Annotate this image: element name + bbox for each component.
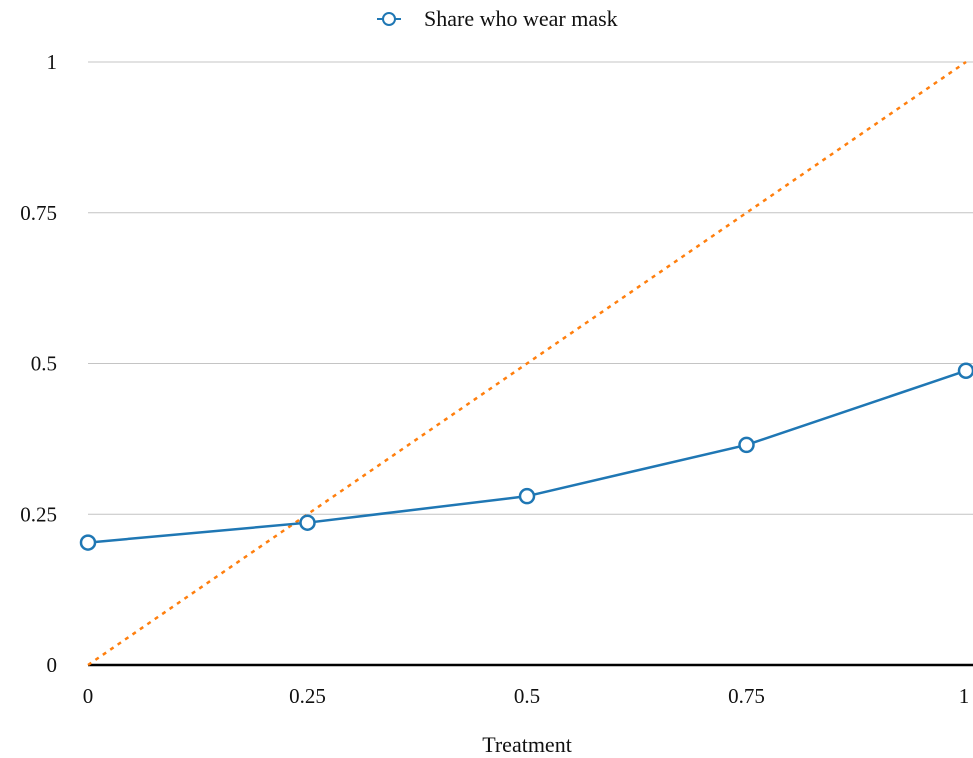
series-0-point-0 — [79, 534, 97, 551]
series-0-point-3 — [738, 436, 755, 454]
legend-marker-swatch — [382, 12, 396, 26]
gridlines — [88, 61, 973, 515]
y-tick-label-3: 0.75 — [20, 201, 57, 225]
x-tick-label-1: 0.25 — [289, 684, 326, 708]
y-tick-label-0: 0 — [47, 653, 58, 677]
x-tick-label-2: 0.5 — [514, 684, 540, 708]
y-tick-label-2: 0.5 — [31, 352, 57, 376]
series-0-point-2 — [518, 487, 536, 505]
legend: Share who wear mask — [377, 6, 618, 31]
x-axis-label: Treatment — [482, 732, 572, 757]
series-1-line — [87, 60, 967, 667]
x-tick-label-4: 1 — [959, 684, 970, 708]
y-axis-tick-labels: 0 0.25 0.5 0.75 1 — [20, 50, 57, 677]
series-0-point-1 — [299, 514, 316, 531]
y-tick-label-4: 1 — [47, 50, 58, 74]
y-tick-label-1: 0.25 — [20, 502, 57, 526]
series-layer — [79, 60, 973, 667]
series-0-line — [87, 369, 967, 544]
series-0-point-4 — [957, 362, 973, 379]
x-tick-label-3: 0.75 — [728, 684, 765, 708]
legend-label: Share who wear mask — [424, 6, 618, 31]
x-axis-tick-labels: 0 0.25 0.5 0.75 1 — [83, 684, 970, 708]
x-tick-label-0: 0 — [83, 684, 94, 708]
